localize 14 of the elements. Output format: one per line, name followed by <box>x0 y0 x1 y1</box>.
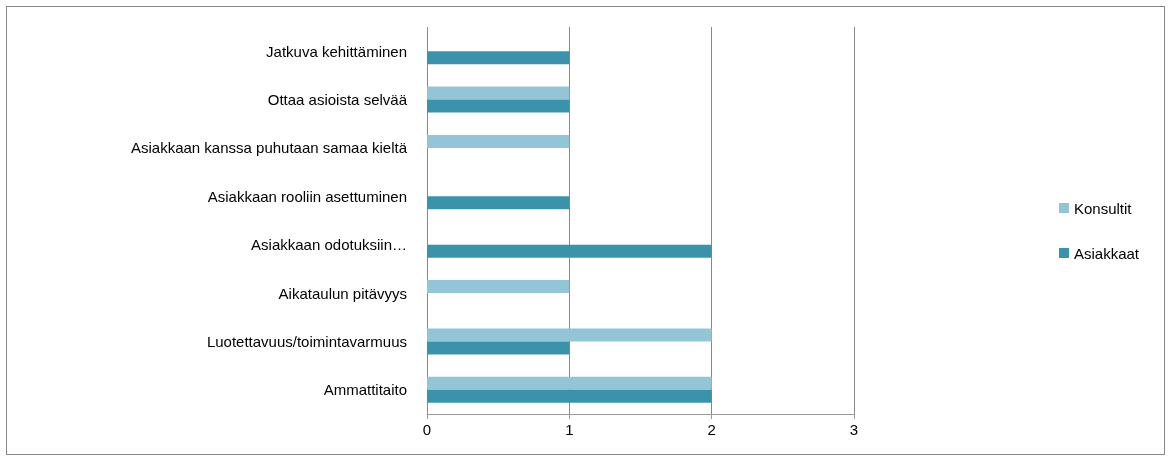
y-tick-label: Asiakkaan kanssa puhutaan samaa kieltä <box>130 139 408 157</box>
x-tick-label: 1 <box>565 421 574 438</box>
y-tick-label: Ammattitaito <box>323 381 407 399</box>
x-tick-label: 3 <box>849 421 859 438</box>
y-tick-label: Aikataulun pitävyys <box>278 284 407 302</box>
y-tick-label: Asiakkaan rooliin asettuminen <box>207 187 407 205</box>
y-tick-label: Jatkuva kehittäminen <box>266 42 407 60</box>
y-tick-label: Luotettavuus/toimintavarmuus <box>206 332 407 350</box>
y-tick-label: Ottaa asioista selvää <box>267 91 408 109</box>
x-tick-label: 0 <box>422 421 432 438</box>
legend-label: Asiakkaat <box>1073 244 1140 262</box>
x-tick-label: 2 <box>707 421 716 438</box>
y-tick-label: Asiakkaan odotuksiin… <box>251 236 407 254</box>
legend-label: Konsultit <box>1073 199 1133 217</box>
